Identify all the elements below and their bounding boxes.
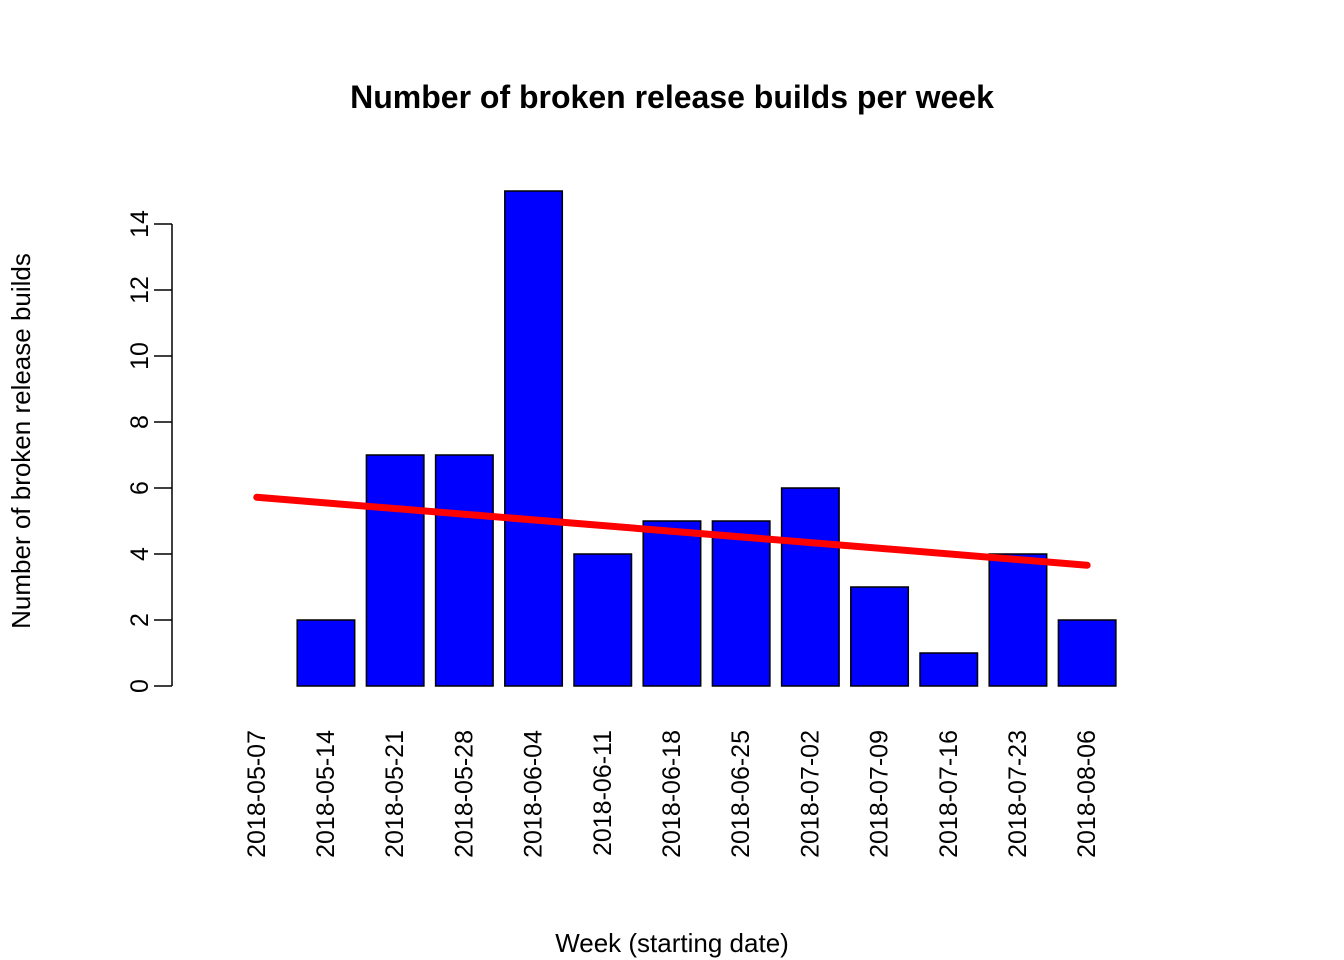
- trend-line: [253, 493, 1091, 569]
- bar: [296, 619, 356, 687]
- bar: [988, 553, 1048, 687]
- x-tick-label: 2018-07-16: [935, 730, 963, 858]
- x-tick-labels: 2018-05-07 2018-05-14 2018-05-21 2018-05-28…: [243, 730, 1101, 858]
- bar: [434, 454, 494, 687]
- y-axis-label: Number of broken release builds: [6, 253, 36, 629]
- bar: [850, 586, 910, 687]
- x-tick-label: 2018-08-06: [1073, 730, 1101, 858]
- y-tick-label: 4: [126, 547, 154, 561]
- y-tick-label: 12: [126, 276, 154, 304]
- y-tick-label: 6: [126, 481, 154, 495]
- y-tick-label: 8: [126, 415, 154, 429]
- x-tick-label: 2018-07-23: [1004, 730, 1032, 858]
- x-tick-label: 2018-05-21: [381, 730, 409, 858]
- bars: [296, 190, 1117, 687]
- y-tick-label: 2: [126, 613, 154, 627]
- x-tick-label: 2018-05-14: [312, 730, 340, 858]
- bar: [711, 520, 771, 687]
- bar: [573, 553, 633, 687]
- y-tick-label: 10: [126, 342, 154, 370]
- x-tick-label: 2018-06-25: [727, 730, 755, 858]
- bar: [504, 190, 564, 687]
- x-tick-label: 2018-05-28: [450, 730, 478, 858]
- x-tick-label: 2018-06-18: [658, 730, 686, 858]
- y-tick-label: 14: [126, 210, 154, 238]
- bar: [1057, 619, 1117, 687]
- x-tick-label: 2018-06-11: [589, 730, 617, 856]
- bar: [365, 454, 425, 687]
- bar: [642, 520, 702, 687]
- y-tick-label: 0: [126, 679, 154, 693]
- x-tick-label: 2018-07-02: [796, 730, 824, 858]
- bar: [780, 487, 840, 687]
- chart-title: Number of broken release builds per week: [350, 79, 994, 115]
- x-tick-label: 2018-05-07: [243, 730, 271, 858]
- trend-line-group: [253, 493, 1091, 569]
- x-tick-label: 2018-06-04: [520, 730, 548, 858]
- x-axis-label: Week (starting date): [555, 928, 789, 958]
- x-tick-label: 2018-07-09: [866, 730, 894, 858]
- y-axis: 0 2 4 6 8 10 12 14: [126, 210, 173, 693]
- bar: [919, 652, 979, 687]
